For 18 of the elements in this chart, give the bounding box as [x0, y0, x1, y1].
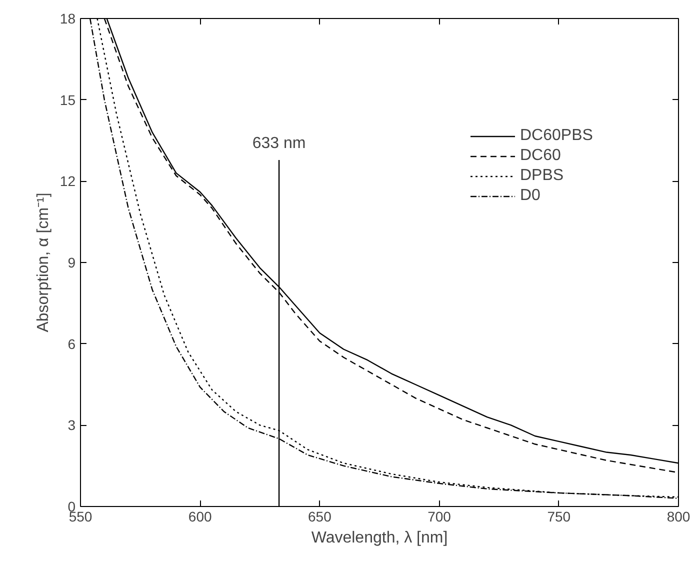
y-axis-title: Absorption, α [cm⁻¹]	[34, 192, 52, 332]
y-tick-label: 15	[60, 92, 76, 108]
x-tick-label: 700	[428, 508, 452, 524]
y-tick-label: 6	[68, 336, 76, 352]
y-tick-label: 12	[60, 173, 76, 190]
x-tick-label: 750	[547, 508, 571, 524]
x-tick-label: 600	[188, 508, 212, 524]
legend-label: DPBS	[520, 167, 564, 185]
x-tick-label: 800	[666, 508, 690, 524]
y-tick-label: 18	[60, 10, 76, 26]
legend-label: DC60PBS	[520, 127, 593, 145]
x-axis-title: Wavelength, λ [nm]	[311, 530, 448, 546]
legend-label: D0	[520, 187, 540, 205]
y-tick-label: 9	[68, 254, 76, 270]
y-tick-label: 3	[68, 417, 76, 434]
x-tick-label: 650	[308, 508, 332, 524]
legend-label: DC60	[520, 147, 561, 165]
ref-line-label: 633 nm	[252, 135, 306, 152]
